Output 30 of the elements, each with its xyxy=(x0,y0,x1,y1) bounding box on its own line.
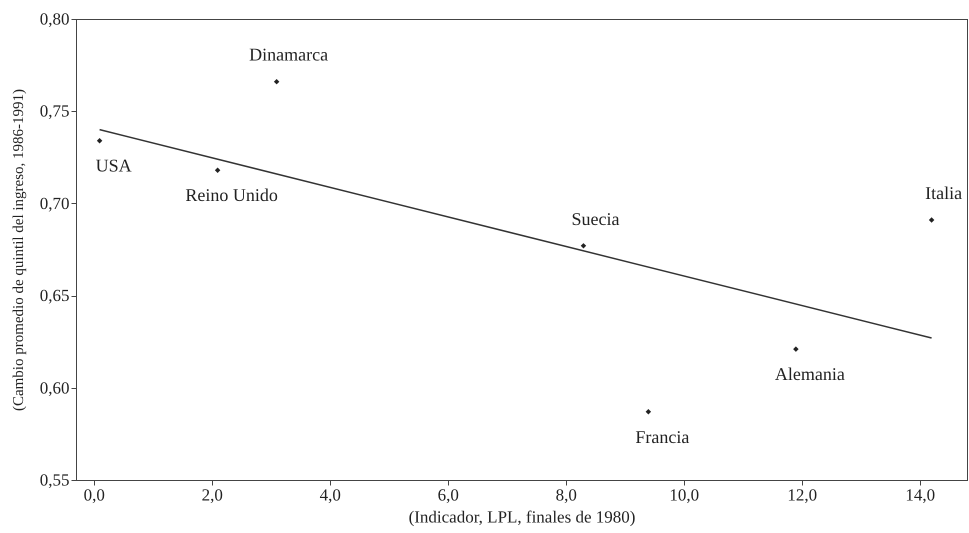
y-tick-label: 0,70 xyxy=(40,194,70,213)
x-tick-label: 6,0 xyxy=(438,486,459,504)
x-axis-title: (Indicador, LPL, finales de 1980) xyxy=(408,508,636,526)
point xyxy=(96,138,102,144)
y-tick-label: 0,80 xyxy=(40,10,70,28)
point xyxy=(274,78,280,84)
annotation: Suecia xyxy=(571,208,620,229)
y-tick-label: 0,75 xyxy=(40,102,70,121)
x-tick-label: 14,0 xyxy=(905,486,936,504)
x-tick-label: 2,0 xyxy=(202,486,223,504)
annotation: Dinamarca xyxy=(249,44,328,65)
point xyxy=(646,409,652,415)
annotation: Francia xyxy=(635,426,690,447)
point xyxy=(580,243,586,249)
y-axis-title: (Cambio promedio de quintil del ingreso, 1986-1991) xyxy=(10,88,27,412)
annotation: Alemania xyxy=(774,364,845,384)
y-tick-label: 0,65 xyxy=(40,286,70,306)
y-tick-label: 0,60 xyxy=(40,378,70,398)
x-tick-label: 12,0 xyxy=(787,486,818,504)
annotation: Italia xyxy=(925,182,962,203)
annotation: Reino Unido xyxy=(185,185,278,206)
y-tick-label: 0,55 xyxy=(40,470,70,490)
point xyxy=(928,217,934,223)
x-tick-label: 8,0 xyxy=(556,486,577,504)
x-tick-label: 10,0 xyxy=(669,486,700,504)
point xyxy=(214,167,220,173)
x-tick-label: 0,0 xyxy=(84,486,105,504)
point xyxy=(793,346,799,352)
x-tick-label: 4,0 xyxy=(320,486,341,504)
annotation: USA xyxy=(96,156,132,176)
